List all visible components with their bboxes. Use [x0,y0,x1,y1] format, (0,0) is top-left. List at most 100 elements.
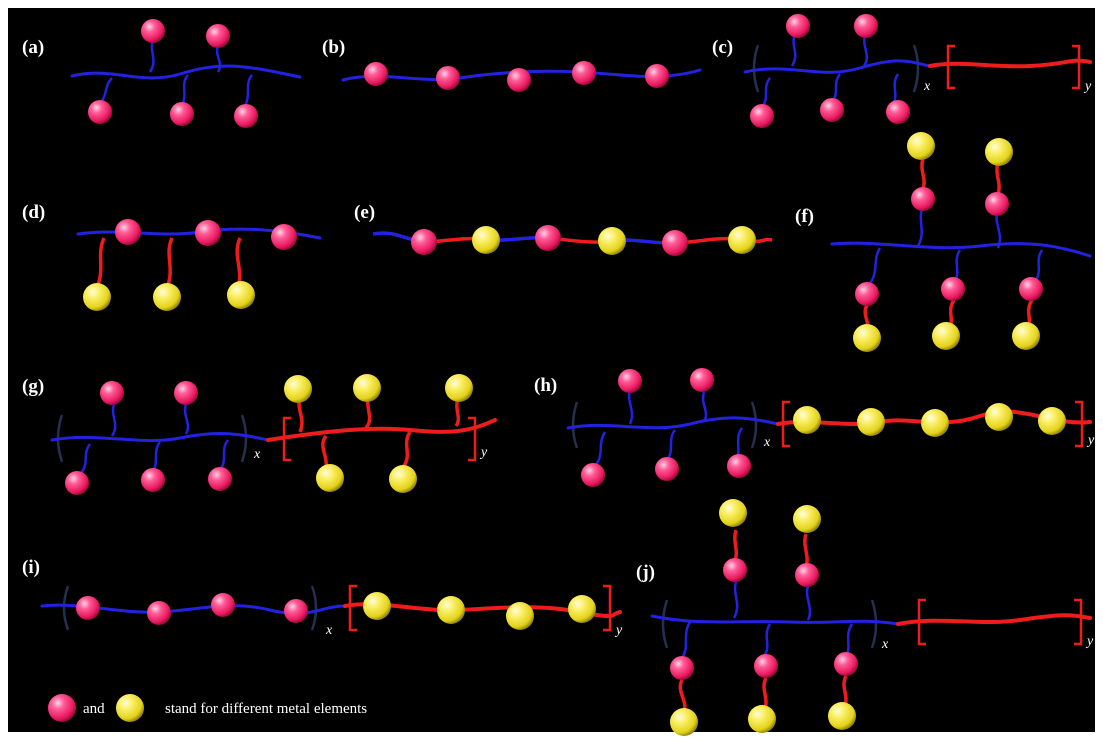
pink-metal-sphere [750,104,774,128]
yellow-metal-sphere [1038,407,1066,435]
pink-metal-sphere [795,563,819,587]
side-chain [110,403,117,437]
right-bracket [1072,44,1081,90]
subscript-x: x [763,435,771,450]
yellow-metal-sphere [316,464,344,492]
panel-label-g: (g) [22,376,44,397]
pink-metal-sphere [1019,277,1043,301]
left-bracket [752,44,760,93]
right-bracket [912,44,920,93]
red-side-chain [995,161,1001,197]
subscript-y: y [1083,79,1092,94]
pink-metal-sphere [886,100,910,124]
side-chain [732,581,739,619]
side-chain [79,443,92,475]
yellow-metal-sphere [598,227,626,255]
pink-metal-sphere [208,467,232,491]
yellow-metal-sphere [284,375,312,403]
yellow-metal-sphere [853,324,881,352]
yellow-metal-sphere [985,403,1013,431]
pink-metal-sphere [100,381,124,405]
red-side-chain [920,157,926,191]
panel-label-c: (c) [712,37,733,58]
yellow-metal-sphere [857,408,885,436]
pink-metal-sphere [174,381,198,405]
yellow-metal-sphere [670,708,698,736]
red-side-chain [321,434,328,467]
left-bracket [571,401,579,449]
backbone-chain [743,59,932,74]
pink-metal-sphere [723,558,747,582]
backbone-chain [650,614,900,626]
legend: and stand for different metal elements [48,694,367,722]
panel-label-h: (h) [534,375,557,396]
panel-label-e: (e) [354,202,375,223]
yellow-metal-sphere [985,138,1013,166]
pink-metal-sphere [581,463,605,487]
panel-label-f: (f) [795,206,814,227]
yellow-metal-sphere [227,281,255,309]
legend-description: stand for different metal elements [165,701,367,717]
pink-metal-sphere [618,369,642,393]
red-block-chain [266,418,497,442]
side-chain [701,391,708,423]
pink-metal-sphere [170,102,194,126]
subscript-y: y [479,445,488,460]
pink-metal-sphere [147,601,171,625]
pink-metal-sphere [820,98,844,122]
pink-metal-sphere [115,219,141,245]
panel-label-j: (j) [636,562,655,583]
panel-g: (g) x y [22,374,497,495]
pink-metal-sphere [411,229,437,255]
panel-a: (a) [22,19,302,128]
pink-metal-sphere [985,192,1009,216]
subscript-y: y [614,623,623,638]
left-bracket [781,400,790,448]
pink-metal-sphere [211,593,235,617]
right-bracket [310,585,318,631]
yellow-metal-sphere [506,602,534,630]
pink-metal-sphere [834,652,858,676]
right-bracket [1074,598,1083,646]
yellow-metal-sphere [828,702,856,730]
side-chain [805,585,812,621]
pink-metal-sphere [88,100,112,124]
pink-metal-sphere [195,220,221,246]
pink-metal-sphere [206,24,230,48]
pink-metal-sphere [141,19,165,43]
panel-c: (c) x y [712,14,1092,128]
panel-label-d: (d) [22,202,45,223]
pink-metal-sphere [786,14,810,38]
yellow-metal-sphere [728,226,756,254]
panel-j: (j) x y [636,499,1094,736]
subscript-x: x [253,447,261,462]
figure-background [8,8,1095,732]
red-side-chain [454,397,461,428]
red-side-chain [732,529,739,563]
subscript-y: y [1085,634,1094,649]
subscript-x: x [923,79,931,94]
subscript-y: y [1086,433,1095,448]
pink-metal-sphere [690,368,714,392]
yellow-metal-sphere [437,596,465,624]
panel-h: (h) x y [534,368,1095,487]
legend-and-text: and [83,701,105,717]
panel-e: (e) [354,202,773,256]
side-chain [680,621,692,659]
left-bracket [62,585,70,631]
backbone-chain [566,416,780,430]
left-bracket [946,44,955,90]
pink-metal-sphere [572,61,596,85]
pink-metal-sphere [76,596,100,620]
yellow-metal-sphere [921,409,949,437]
pink-metal-sphere [941,277,965,301]
yellow-metal-sphere-icon [116,694,144,722]
pink-metal-sphere [754,654,778,678]
yellow-metal-sphere [472,226,500,254]
subscript-x: x [881,637,889,652]
red-block-chain [896,613,1092,626]
right-bracket [468,416,477,462]
right-bracket [240,414,248,463]
